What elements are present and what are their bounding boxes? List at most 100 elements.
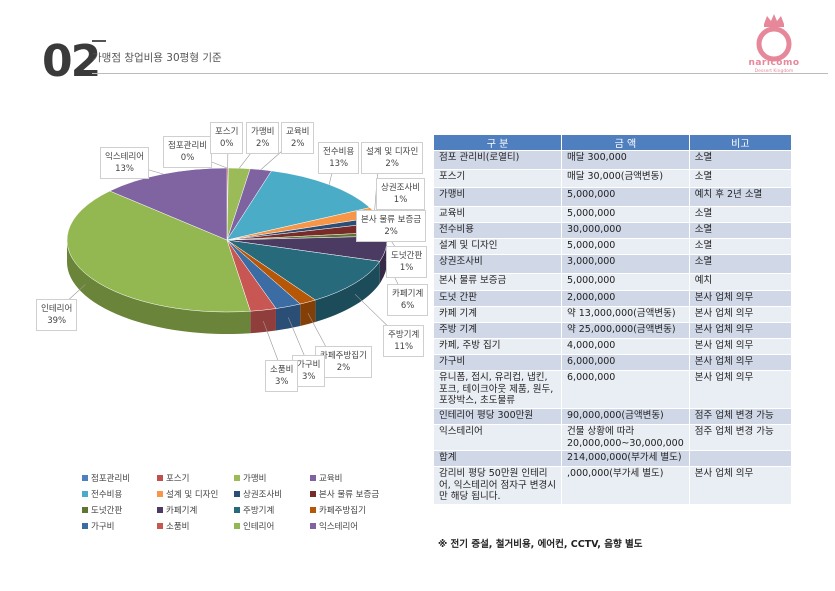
legend-item: 주방기계 [234, 504, 274, 516]
legend-swatch [157, 475, 163, 481]
section-number: 02 [42, 36, 101, 87]
data-label: 주방기계 11% [383, 325, 425, 357]
legend-label: 포스기 [166, 474, 190, 484]
cell-amount: 90,000,000(금액변동) [561, 408, 690, 425]
cell-remark: 소멸 [688, 238, 793, 255]
legend-swatch [157, 491, 163, 497]
data-label-percent: 39% [47, 316, 67, 326]
data-label: 카페기계 6% [387, 284, 429, 316]
legend-label: 인테리어 [243, 522, 275, 532]
header-dash [92, 40, 106, 42]
data-label-name: 설계 및 디자인 [366, 147, 419, 157]
cell-amount: 5,000,000 [561, 206, 690, 223]
data-label: 익스테리어 13% [100, 147, 150, 179]
pie-slice-side [250, 308, 276, 334]
header-remark: 비고 [688, 134, 793, 151]
table-row: 주방 기계 약 25,000,000(금액변동) 본사 업체 의무 [433, 322, 793, 339]
pie-slice-side [300, 300, 316, 327]
data-label-percent: 1% [393, 195, 408, 205]
data-label: 점포관리비 0% [163, 136, 213, 168]
pie-slice-15 [66, 190, 251, 313]
cell-remark: 본사 업체 의무 [688, 466, 793, 505]
legend-item: 포스기 [157, 472, 189, 484]
data-label-name: 소품비 [270, 365, 294, 375]
legend-item: 인테리어 [234, 520, 274, 532]
cell-remark: 점주 업체 변경 가능 [688, 424, 793, 451]
pie-slice-side [67, 240, 251, 334]
legend-label: 카페주방집기 [319, 506, 366, 516]
legend-swatch [82, 491, 88, 497]
legend-label: 전수비용 [91, 490, 123, 500]
header-amount: 금 액 [561, 134, 690, 151]
logo-tagline: Dessert Kingdom [754, 69, 794, 74]
table-row: 설계 및 디자인 5,000,000 소멸 [433, 238, 793, 255]
legend-swatch [310, 491, 316, 497]
data-label: 전수비용 13% [318, 142, 360, 174]
cell-category: 도넛 간판 [433, 290, 562, 307]
pie-slice-16 [109, 167, 228, 241]
data-label-percent: 2% [385, 159, 399, 169]
table-row: 본사 물류 보증금 5,000,000 예치 [433, 273, 793, 291]
table-row: 교육비 5,000,000 소멸 [433, 206, 793, 223]
cell-remark: 예치 후 2년 소멸 [688, 187, 793, 207]
legend-item: 점포관리비 [82, 472, 130, 484]
cell-category: 합계 [433, 450, 562, 467]
cell-category: 설계 및 디자인 [433, 238, 562, 255]
cell-amount: 매달 300,000 [561, 150, 690, 170]
header-category: 구 분 [433, 134, 562, 151]
legend-label: 카페기계 [166, 506, 198, 516]
cell-category: 주방 기계 [433, 322, 562, 339]
data-label: 인테리어 39% [36, 299, 78, 331]
table-row: 상권조사비 3,000,000 소멸 [433, 254, 793, 274]
legend-label: 도넛간판 [91, 506, 123, 516]
cell-category: 유니폼, 접시, 유리컵, 냅킨, 포크, 테이크아웃 제품, 원두, 포장박스… [433, 370, 562, 409]
legend-item: 교육비 [310, 472, 342, 484]
header-divider [92, 73, 828, 74]
legend-swatch [82, 507, 88, 513]
cost-table: 구 분 금 액 비고 점포 관리비(로열티) 매달 300,000 소멸 포스기 매달 … [433, 134, 793, 505]
table-row: 카페, 주방 집기 4,000,000 본사 업체 의무 [433, 338, 793, 355]
cell-remark: 본사 업체 의무 [688, 354, 793, 371]
cell-remark: 본사 업체 의무 [688, 370, 793, 409]
data-label-name: 본사 물류 보증금 [361, 215, 422, 225]
cell-category: 카페 기계 [433, 306, 562, 323]
legend-label: 익스테리어 [319, 522, 359, 532]
table-row: 감리비 평당 50만원 인테리어, 익스테리어 점자구 변경시만 해당 됩니다.… [433, 466, 793, 505]
table-row: 유니폼, 접시, 유리컵, 냅킨, 포크, 테이크아웃 제품, 원두, 포장박스… [433, 370, 793, 409]
pie-slice-11 [226, 239, 381, 301]
data-label-name: 도넛간판 [391, 251, 423, 261]
legend-label: 점포관리비 [91, 474, 131, 484]
table-row: 익스테리어 건물 상황에 따라 20,000,000~30,000,000 점주 업… [433, 424, 793, 451]
legend-swatch [234, 523, 240, 529]
data-label-name: 카페기계 [392, 289, 424, 299]
data-label-percent: 1% [399, 263, 414, 273]
data-label-name: 카페주방집기 [320, 351, 367, 361]
pie-slice-side [275, 304, 301, 331]
legend-item: 소품비 [157, 520, 189, 532]
legend-swatch [82, 475, 88, 481]
legend-label: 교육비 [319, 474, 343, 484]
cell-category: 전수비용 [433, 222, 562, 239]
data-label-percent: 2% [255, 139, 270, 149]
cell-amount: ,000,000(부가세 별도) [561, 466, 690, 505]
cell-amount: 5,000,000 [561, 238, 690, 255]
legend-swatch [82, 523, 88, 529]
cell-remark: 소멸 [688, 150, 793, 170]
cell-amount: 4,000,000 [561, 338, 690, 355]
cell-amount: 30,000,000 [561, 222, 690, 239]
legend-item: 가구비 [82, 520, 114, 532]
data-label: 교육비 2% [281, 122, 315, 154]
data-label-name: 점포관리비 [168, 141, 208, 151]
page-subtitle: 가맹점 창업비용 30평형 기준 [92, 52, 222, 64]
cell-amount: 매달 30,000(금액변동) [561, 169, 690, 188]
cell-category: 가맹비 [433, 187, 562, 207]
naricomo-logo [756, 14, 792, 62]
cell-category: 인테리어 평당 300만원 [433, 408, 562, 425]
data-label-name: 전수비용 [323, 147, 355, 157]
pie-slice-side [315, 261, 380, 323]
cell-amount: 약 13,000,000(금액변동) [561, 306, 690, 323]
table-row: 포스기 매달 30,000(금액변동) 소멸 [433, 169, 793, 188]
data-label-percent: 0% [219, 139, 234, 149]
table-row: 점포 관리비(로열티) 매달 300,000 소멸 [433, 150, 793, 170]
